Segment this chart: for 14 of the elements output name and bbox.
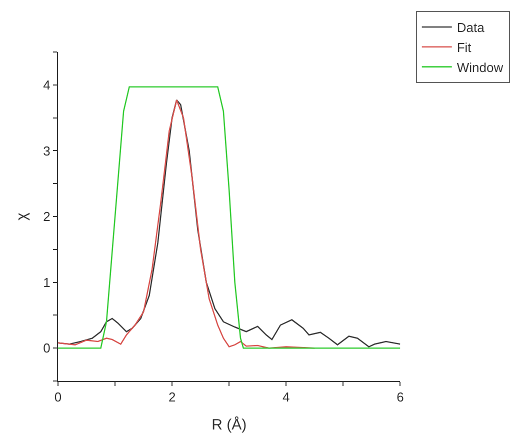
x-tick-label: 0 xyxy=(54,390,62,405)
x-tick-label: 4 xyxy=(282,390,290,405)
legend-label: Data xyxy=(456,20,486,36)
x-tick-label: 2 xyxy=(168,390,176,405)
y-tick-label: 0 xyxy=(43,340,50,356)
x-tick-label: 6 xyxy=(396,390,404,405)
legend-label: Window xyxy=(456,60,504,75)
y-axis-title: χ xyxy=(13,212,30,220)
x-axis-title: R (Å) xyxy=(212,416,247,434)
y-tick-label: 1 xyxy=(43,274,50,290)
legend-label: Fit xyxy=(456,40,472,55)
y-tick-label: 2 xyxy=(43,209,50,224)
y-tick-label: 4 xyxy=(43,77,50,92)
y-tick-label: 3 xyxy=(43,143,50,158)
